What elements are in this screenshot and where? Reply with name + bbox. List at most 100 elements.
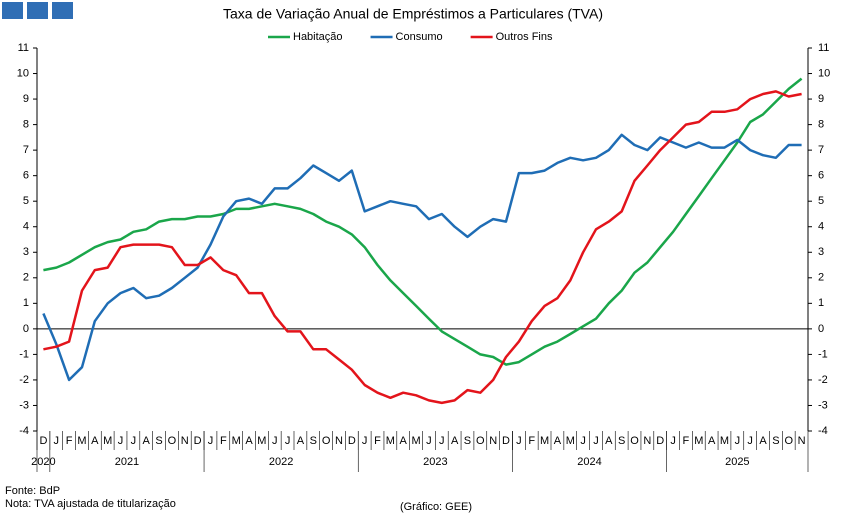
y-tick-label: 3 bbox=[23, 246, 29, 258]
note: Nota: TVA ajustada de titularização bbox=[5, 498, 176, 510]
x-tick-label: O bbox=[630, 435, 639, 447]
x-tick-label: A bbox=[297, 435, 305, 447]
x-tick-label: J bbox=[439, 435, 445, 447]
y-tick-label: 9 bbox=[23, 93, 29, 105]
x-tick-label: J bbox=[670, 435, 676, 447]
year-label: 2022 bbox=[269, 456, 293, 468]
x-tick-label: A bbox=[759, 435, 767, 447]
y2-tick-label: 8 bbox=[818, 119, 824, 131]
x-tick-label: J bbox=[593, 435, 599, 447]
x-tick-label: O bbox=[168, 435, 177, 447]
credit: (Gráfico: GEE) bbox=[400, 501, 472, 513]
x-tick-label: J bbox=[118, 435, 124, 447]
y-tick-label: 10 bbox=[17, 67, 29, 79]
x-tick-label: D bbox=[194, 435, 202, 447]
x-tick-label: F bbox=[683, 435, 690, 447]
source: Fonte: BdP bbox=[5, 485, 60, 497]
y2-tick-label: -4 bbox=[818, 425, 828, 437]
x-tick-label: M bbox=[232, 435, 241, 447]
x-tick-label: F bbox=[528, 435, 535, 447]
legend-label: Consumo bbox=[396, 31, 443, 43]
x-tick-label: J bbox=[54, 435, 60, 447]
legend-label: Outros Fins bbox=[496, 31, 553, 43]
y2-tick-label: 10 bbox=[818, 67, 830, 79]
x-tick-label: D bbox=[348, 435, 356, 447]
year-label: 2023 bbox=[423, 456, 447, 468]
year-label: 2020 bbox=[31, 456, 55, 468]
x-tick-label: J bbox=[208, 435, 214, 447]
y-tick-label: 1 bbox=[23, 297, 29, 309]
chart-title: Taxa de Variação Anual de Empréstimos a … bbox=[223, 6, 603, 22]
x-tick-label: N bbox=[181, 435, 189, 447]
x-tick-label: N bbox=[798, 435, 806, 447]
year-label: 2021 bbox=[115, 456, 139, 468]
y2-tick-label: 7 bbox=[818, 144, 824, 156]
x-tick-label: M bbox=[257, 435, 266, 447]
x-tick-label: J bbox=[131, 435, 137, 447]
x-tick-label: J bbox=[285, 435, 291, 447]
logo-square bbox=[52, 2, 73, 19]
x-tick-label: A bbox=[245, 435, 253, 447]
x-tick-label: S bbox=[310, 435, 317, 447]
x-tick-label: M bbox=[540, 435, 549, 447]
y2-tick-label: -3 bbox=[818, 399, 828, 411]
y-tick-label: 5 bbox=[23, 195, 29, 207]
x-tick-label: A bbox=[91, 435, 99, 447]
series-line bbox=[42, 133, 802, 382]
y-tick-label: -1 bbox=[19, 348, 29, 360]
x-tick-label: M bbox=[720, 435, 729, 447]
x-tick-label: M bbox=[386, 435, 395, 447]
x-tick-label: F bbox=[220, 435, 227, 447]
y-tick-label: 8 bbox=[23, 119, 29, 131]
x-tick-label: O bbox=[322, 435, 331, 447]
y-tick-label: 0 bbox=[23, 323, 29, 335]
y2-tick-label: 5 bbox=[818, 195, 824, 207]
year-label: 2024 bbox=[577, 456, 601, 468]
x-tick-label: A bbox=[451, 435, 459, 447]
x-tick-label: J bbox=[747, 435, 753, 447]
y-tick-label: -3 bbox=[19, 399, 29, 411]
year-label: 2025 bbox=[725, 456, 749, 468]
legend-label: Habitação bbox=[293, 31, 343, 43]
x-tick-label: N bbox=[489, 435, 497, 447]
x-tick-label: S bbox=[464, 435, 471, 447]
x-tick-label: S bbox=[618, 435, 625, 447]
x-tick-label: J bbox=[580, 435, 586, 447]
x-tick-label: J bbox=[272, 435, 278, 447]
x-tick-label: N bbox=[643, 435, 651, 447]
x-tick-label: M bbox=[103, 435, 112, 447]
x-tick-label: M bbox=[411, 435, 420, 447]
logo-square bbox=[27, 2, 48, 19]
y2-tick-label: 9 bbox=[818, 93, 824, 105]
x-tick-label: F bbox=[66, 435, 73, 447]
x-tick-label: A bbox=[605, 435, 613, 447]
y2-tick-label: -1 bbox=[818, 348, 828, 360]
y-tick-label: 6 bbox=[23, 170, 29, 182]
x-tick-label: D bbox=[39, 435, 47, 447]
x-tick-label: A bbox=[708, 435, 716, 447]
y2-tick-label: 2 bbox=[818, 272, 824, 284]
series-line bbox=[43, 77, 803, 366]
x-tick-label: N bbox=[335, 435, 343, 447]
y-tick-label: 4 bbox=[23, 221, 29, 233]
y2-tick-label: 1 bbox=[818, 297, 824, 309]
y-tick-label: 11 bbox=[18, 42, 29, 54]
x-tick-label: M bbox=[694, 435, 703, 447]
y-tick-label: 7 bbox=[23, 144, 29, 156]
x-tick-label: O bbox=[476, 435, 485, 447]
y-tick-label: -2 bbox=[19, 374, 29, 386]
x-tick-label: F bbox=[374, 435, 381, 447]
x-tick-label: M bbox=[566, 435, 575, 447]
x-tick-label: J bbox=[516, 435, 522, 447]
x-tick-label: A bbox=[400, 435, 408, 447]
y2-tick-label: 3 bbox=[818, 246, 824, 258]
x-tick-label: A bbox=[143, 435, 151, 447]
series-line bbox=[43, 90, 802, 405]
x-tick-label: S bbox=[772, 435, 779, 447]
x-tick-label: D bbox=[502, 435, 510, 447]
x-tick-label: A bbox=[554, 435, 562, 447]
x-tick-label: M bbox=[77, 435, 86, 447]
y-tick-label: 2 bbox=[23, 272, 29, 284]
